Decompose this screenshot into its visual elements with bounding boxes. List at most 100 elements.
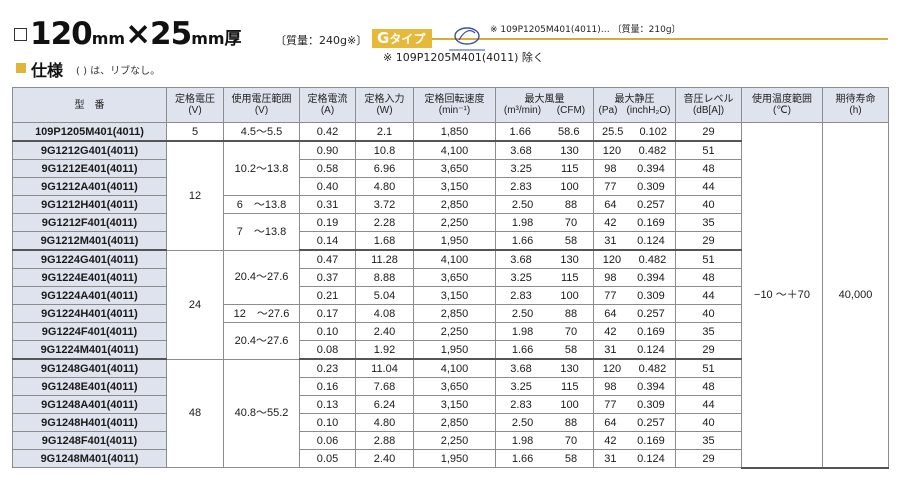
rated-current-cell: 0.21 bbox=[299, 286, 356, 305]
rated-voltage-cell: 12 bbox=[166, 140, 224, 251]
pressure-pa: 98 bbox=[604, 380, 617, 393]
pressure-cell: 120 0.482 bbox=[593, 140, 676, 160]
rated-current-cell: 0.08 bbox=[299, 340, 356, 360]
pressure-pa: 77 bbox=[604, 398, 617, 411]
airflow-cfm: 100 bbox=[560, 180, 579, 193]
table-row: 9G1212A401(4011) 0.40 4.80 3,150 2.83 100 77 0.… bbox=[12, 177, 889, 196]
speed-cell: 1,950 bbox=[413, 231, 496, 251]
pressure-inch: 0.102 bbox=[639, 125, 667, 138]
spec-table: 型 番 定格電圧 (V) 使用電圧範囲 (V) 定格電流 (A) 定格入力 (W) 定格… bbox=[12, 87, 889, 469]
pressure-pa: 120 bbox=[602, 362, 622, 375]
airflow-cfm: 130 bbox=[560, 253, 579, 266]
noise-cell: 51 bbox=[675, 358, 742, 378]
rated-input-cell: 6.24 bbox=[355, 395, 414, 414]
pressure-cell: 31 0.124 bbox=[593, 340, 676, 360]
airflow-m3: 3.68 bbox=[510, 144, 532, 157]
speed-cell: 2,250 bbox=[413, 213, 496, 232]
airflow-m3: 1.66 bbox=[511, 343, 534, 356]
pressure-inch: 0.257 bbox=[637, 198, 665, 211]
noise-cell: 44 bbox=[675, 177, 742, 196]
rated-input-cell: 2.88 bbox=[355, 431, 414, 450]
model-cell: 9G1224A401(4011) bbox=[12, 286, 167, 305]
airflow-m3: 2.83 bbox=[510, 180, 532, 193]
airflow-cfm: 70 bbox=[564, 216, 578, 229]
speed-cell: 2,850 bbox=[413, 195, 496, 214]
rated-voltage-cell: 48 bbox=[166, 358, 224, 468]
pressure-cell: 42 0.169 bbox=[593, 213, 676, 232]
speed-cell: 4,100 bbox=[413, 249, 496, 269]
pressure-pa: 42 bbox=[604, 325, 617, 338]
pressure-inch: 0.482 bbox=[638, 144, 667, 157]
rated-input-cell: 2.28 bbox=[355, 213, 414, 232]
voltage-range-cell: 40.8～55.2 bbox=[223, 358, 300, 468]
pressure-inch: 0.394 bbox=[637, 271, 665, 284]
table-row: 9G1248E401(4011) 0.16 7.68 3,650 3.25 115 98 0.… bbox=[12, 377, 889, 396]
model-cell: 9G1248H401(4011) bbox=[12, 413, 167, 432]
rated-input-cell: 2.40 bbox=[355, 322, 414, 341]
pressure-pa: 98 bbox=[604, 271, 617, 284]
header-noise: 音圧レベル (dB[A]) bbox=[675, 87, 742, 123]
pressure-inch: 0.394 bbox=[637, 380, 665, 393]
model-cell: 9G1224F401(4011) bbox=[12, 322, 167, 341]
rated-voltage-cell: 24 bbox=[166, 249, 224, 360]
speed-cell: 1,950 bbox=[413, 449, 496, 468]
rated-input-cell: 4.80 bbox=[355, 413, 414, 432]
airflow-cell: 2.83 100 bbox=[495, 286, 594, 305]
pressure-cell: 120 0.482 bbox=[593, 358, 676, 378]
model-cell: 109P1205M401(4011) bbox=[12, 122, 167, 142]
speed-cell: 2,250 bbox=[413, 431, 496, 450]
pressure-pa: 42 bbox=[604, 216, 617, 229]
model-cell: 9G1212F401(4011) bbox=[12, 213, 167, 232]
rated-input-cell: 8.88 bbox=[355, 268, 414, 287]
table-row: 9G1248F401(4011) 0.06 2.88 2,250 1.98 70 42 0.1… bbox=[12, 431, 889, 450]
voltage-range-cell: 10.2～13.8 bbox=[223, 140, 300, 196]
rated-current-cell: 0.90 bbox=[299, 140, 356, 160]
airflow-cfm: 58 bbox=[564, 343, 578, 356]
header-airflow: 最大風量 (m³/min) (CFM) bbox=[495, 87, 594, 123]
speed-cell: 2,850 bbox=[413, 413, 496, 432]
model-cell: 9G1224H401(4011) bbox=[12, 304, 167, 323]
pressure-pa: 31 bbox=[604, 234, 617, 247]
pressure-inch: 0.257 bbox=[637, 416, 665, 429]
model-cell: 9G1212G401(4011) bbox=[12, 140, 167, 160]
pressure-cell: 25.5 0.102 bbox=[593, 122, 676, 142]
header-speed: 定格回転速度 (min⁻¹) bbox=[413, 87, 496, 123]
airflow-m3: 1.98 bbox=[511, 216, 534, 229]
pressure-inch: 0.124 bbox=[637, 234, 665, 247]
airflow-cell: 3.68 130 bbox=[495, 358, 594, 378]
spec-marker-icon bbox=[16, 63, 26, 73]
model-cell: 9G1224G401(4011) bbox=[12, 249, 167, 269]
pressure-inch: 0.309 bbox=[637, 289, 665, 302]
airflow-cell: 3.25 115 bbox=[495, 159, 594, 178]
expected-life-cell: 40,000 bbox=[822, 122, 889, 469]
noise-cell: 35 bbox=[675, 322, 742, 341]
pressure-pa: 42 bbox=[604, 434, 617, 447]
airflow-cfm: 130 bbox=[560, 362, 579, 375]
rated-input-cell: 11.04 bbox=[355, 358, 414, 378]
table-row: 9G1248M401(4011) 0.05 2.40 1,950 1.66 58 31 0.1… bbox=[12, 449, 889, 468]
speed-cell: 2,250 bbox=[413, 322, 496, 341]
rated-current-cell: 0.31 bbox=[299, 195, 356, 214]
pressure-inch: 0.124 bbox=[637, 452, 665, 465]
airflow-cell: 1.98 70 bbox=[495, 431, 594, 450]
rated-input-cell: 3.72 bbox=[355, 195, 414, 214]
noise-cell: 29 bbox=[675, 122, 742, 142]
speed-cell: 2,850 bbox=[413, 304, 496, 323]
voltage-range-cell: 20.4～27.6 bbox=[223, 322, 300, 360]
rated-input-cell: 7.68 bbox=[355, 377, 414, 396]
header-model: 型 番 bbox=[12, 87, 167, 123]
pressure-cell: 98 0.394 bbox=[593, 159, 676, 178]
pressure-pa: 64 bbox=[604, 416, 617, 429]
speed-cell: 4,100 bbox=[413, 358, 496, 378]
pressure-pa: 120 bbox=[602, 253, 622, 266]
rated-current-cell: 0.42 bbox=[299, 122, 356, 142]
temp-range-cell: −10 ～＋70 bbox=[741, 122, 823, 469]
model-cell: 9G1248F401(4011) bbox=[12, 431, 167, 450]
table-body: 109P1205M401(4011) 5 4.5～5.5 0.42 2.1 1,850 1.… bbox=[12, 122, 889, 469]
pressure-pa: 31 bbox=[604, 452, 617, 465]
rated-current-cell: 0.14 bbox=[299, 231, 356, 251]
airflow-cfm: 58 bbox=[564, 452, 578, 465]
airflow-m3: 3.68 bbox=[510, 362, 532, 375]
section-checkbox-icon bbox=[14, 28, 27, 41]
model-cell: 9G1212M401(4011) bbox=[12, 231, 167, 251]
